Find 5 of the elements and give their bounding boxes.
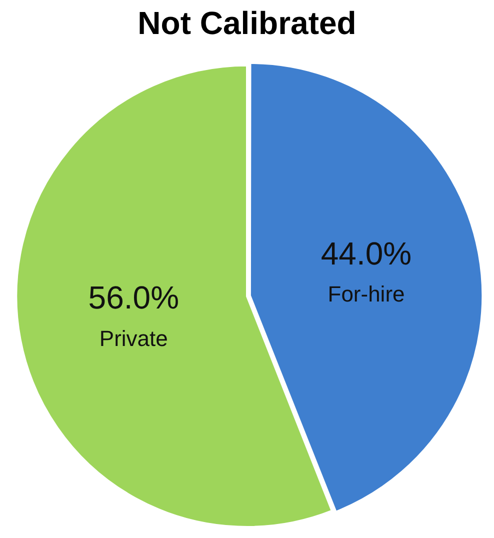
data-label: 44.0% bbox=[320, 235, 412, 272]
data-label: 56.0% bbox=[88, 280, 180, 316]
slice-label: Private bbox=[99, 326, 168, 351]
slice-label: For-hire bbox=[328, 282, 405, 307]
chart-title: Not Calibrated bbox=[138, 5, 356, 42]
